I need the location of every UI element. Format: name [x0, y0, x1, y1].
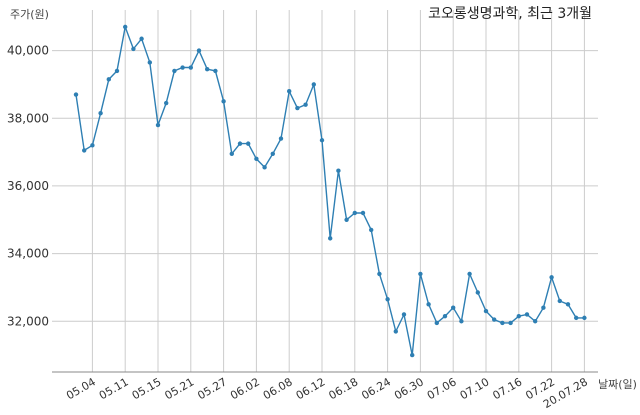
data-point	[254, 156, 259, 162]
data-point	[475, 290, 480, 295]
data-point	[516, 313, 521, 319]
y-tick-label: 40,000	[7, 44, 49, 58]
data-point	[114, 68, 120, 74]
y-tick-labels: 32,000 34,000 36,000 38,000 40,000	[7, 44, 49, 329]
y-tick-label: 34,000	[7, 247, 49, 261]
price-points	[73, 24, 587, 358]
y-tick-label: 38,000	[7, 111, 49, 125]
data-point	[459, 319, 464, 324]
data-point	[385, 297, 390, 302]
data-point	[123, 24, 128, 30]
grid	[52, 10, 598, 372]
x-tick-label: 06.30	[392, 375, 426, 402]
data-point	[319, 138, 325, 143]
data-point	[164, 100, 169, 106]
data-point	[434, 320, 439, 326]
data-point	[483, 308, 489, 314]
data-point	[541, 305, 546, 310]
data-point	[196, 48, 202, 53]
x-tick-label: 05.04	[64, 375, 98, 402]
x-axis-title: 날짜(일)	[598, 377, 637, 391]
y-axis-title: 주가(원)	[10, 8, 49, 21]
y-tick-label: 32,000	[7, 314, 49, 328]
data-point	[393, 329, 398, 334]
data-point	[549, 275, 554, 280]
data-point	[221, 99, 226, 104]
x-tick-label: 06.12	[294, 375, 328, 402]
data-point	[82, 148, 87, 153]
data-point	[287, 88, 292, 94]
data-point	[418, 271, 423, 277]
data-point	[410, 352, 415, 358]
x-tick-label: 07.16	[491, 375, 525, 402]
data-point	[467, 271, 472, 277]
data-point	[139, 36, 144, 41]
data-point	[73, 92, 79, 97]
data-point	[278, 136, 284, 141]
data-point	[213, 68, 218, 74]
x-tick-labels: 05.04 05.11 05.15 05.21 05.27 06.02 06.08 06.12…	[64, 375, 590, 411]
data-point	[180, 65, 185, 70]
data-point	[524, 312, 530, 317]
x-tick-label: 06.02	[228, 375, 262, 402]
x-tick-label: 05.21	[163, 375, 197, 402]
data-point	[188, 65, 193, 70]
data-point	[229, 151, 234, 156]
data-point	[360, 210, 366, 216]
data-point	[492, 317, 497, 322]
x-tick-label: 05.27	[195, 375, 229, 402]
x-tick-label: 06.08	[261, 375, 295, 402]
x-tick-label: 07.06	[425, 375, 459, 402]
data-point	[442, 313, 448, 319]
data-point	[574, 315, 579, 321]
x-tick-label: 05.15	[130, 375, 164, 402]
data-point	[106, 77, 112, 82]
chart-title: 코오롱생명과학, 최근 3개월	[428, 6, 592, 22]
data-point	[295, 105, 300, 111]
data-point	[508, 320, 513, 326]
y-tick-label: 36,000	[7, 179, 49, 193]
x-tick-label: 06.24	[359, 375, 393, 402]
data-point	[155, 122, 161, 128]
data-point	[311, 82, 316, 87]
x-tick-label: 05.11	[97, 375, 131, 402]
data-point	[131, 46, 136, 52]
data-point	[205, 67, 210, 72]
data-point	[426, 302, 431, 307]
x-tick-label: 06.18	[327, 375, 361, 402]
data-point	[369, 227, 374, 233]
data-point	[336, 168, 341, 173]
data-point	[262, 165, 267, 170]
data-point	[451, 305, 456, 310]
data-point	[533, 319, 538, 324]
data-point	[557, 298, 562, 304]
data-point	[582, 315, 587, 321]
data-point	[377, 271, 382, 277]
data-point	[352, 210, 357, 216]
data-point	[237, 141, 243, 146]
data-point	[90, 143, 95, 148]
x-tick-label: 07.10	[458, 375, 492, 402]
data-point	[565, 302, 571, 307]
price-series-line	[75, 24, 585, 356]
data-point	[172, 68, 177, 74]
data-point	[270, 151, 275, 156]
data-point	[147, 60, 152, 65]
data-point	[500, 320, 505, 326]
data-point	[303, 102, 308, 107]
data-point	[246, 141, 251, 146]
data-point	[401, 312, 407, 317]
data-point	[344, 217, 349, 222]
data-point	[98, 110, 103, 116]
data-point	[328, 236, 333, 241]
